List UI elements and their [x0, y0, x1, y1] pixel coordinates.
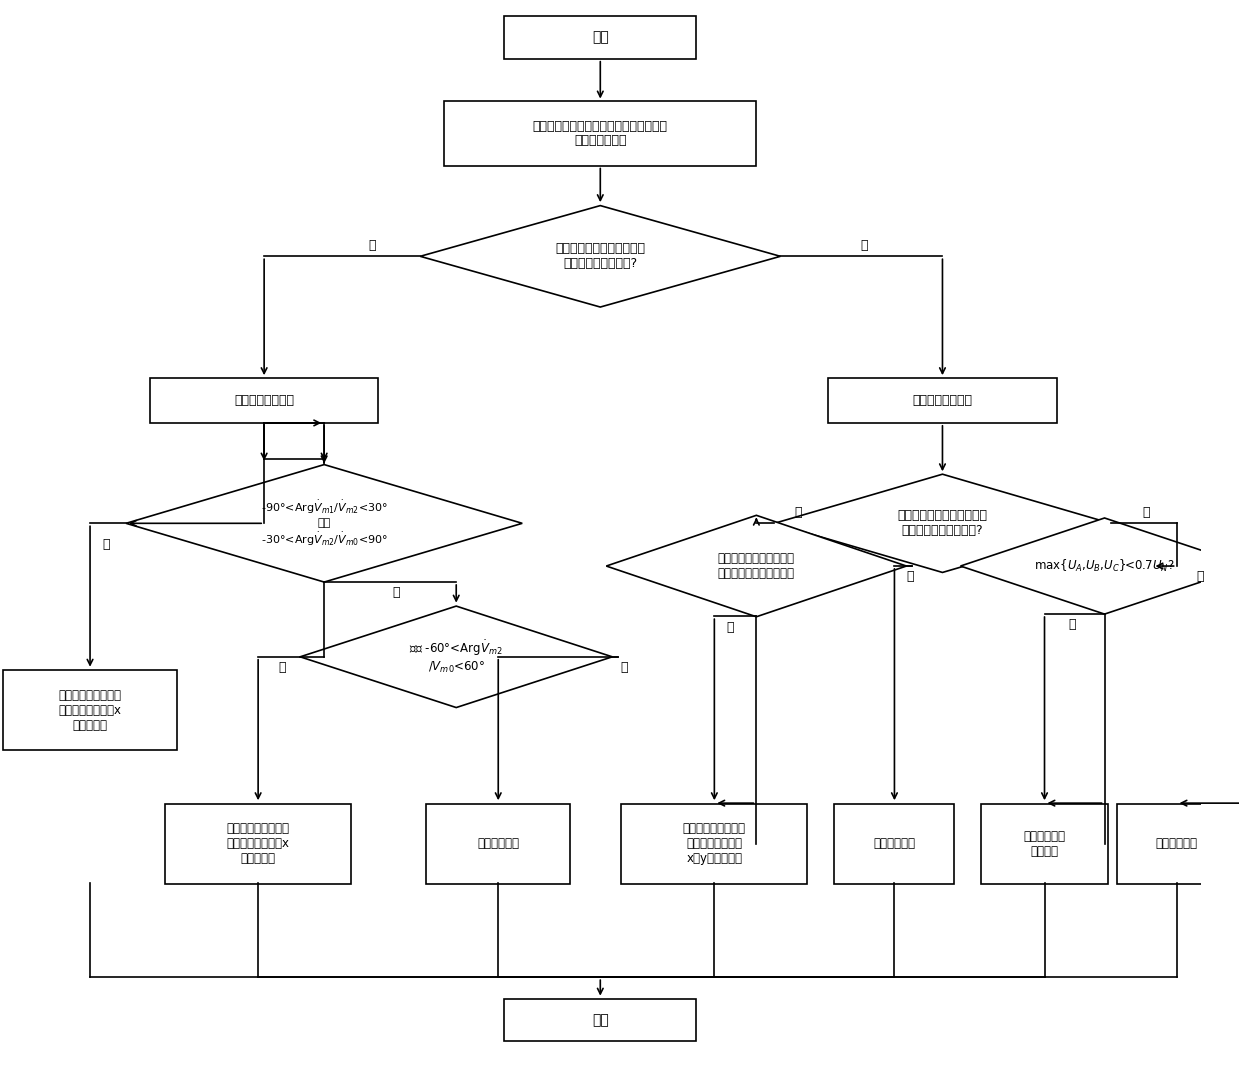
FancyBboxPatch shape — [150, 378, 378, 423]
Text: 判断 -60°<Arg$\dot{V}_{m2}$
/$V_{m0}$<60°: 判断 -60°<Arg$\dot{V}_{m2}$ /$V_{m0}$<60° — [409, 639, 503, 675]
Text: 否: 否 — [393, 586, 400, 599]
Text: max{$U_A$,$U_B$,$U_C$}<0.7$U_N$?: max{$U_A$,$U_B$,$U_C$}<0.7$U_N$? — [1035, 557, 1175, 575]
Text: 故障选相失败: 故障选相失败 — [1156, 837, 1198, 850]
Text: 否: 否 — [1197, 570, 1204, 583]
Polygon shape — [300, 607, 612, 707]
Text: 电网发生两相相间故
障，且满足判据的
x、y相为故障相: 电网发生两相相间故 障，且满足判据的 x、y相为故障相 — [683, 822, 746, 865]
FancyBboxPatch shape — [1116, 803, 1237, 884]
Text: 进入接地故障选相: 进入接地故障选相 — [234, 394, 294, 407]
FancyBboxPatch shape — [504, 16, 696, 59]
Text: 进入相间故障选相: 进入相间故障选相 — [912, 394, 973, 407]
Text: 结束: 结束 — [592, 1012, 608, 1027]
Text: -90°<Arg$\dot{V}_{m1}$/$\dot{V}_{m2}$<30°
判断
-30°<Arg$\dot{V}_{m2}$/$\dot{V}_{m0: -90°<Arg$\dot{V}_{m1}$/$\dot{V}_{m2}$<30… — [260, 499, 388, 548]
FancyBboxPatch shape — [834, 803, 954, 884]
Polygon shape — [774, 474, 1110, 572]
Text: 否: 否 — [906, 570, 914, 583]
Polygon shape — [606, 516, 907, 617]
FancyBboxPatch shape — [829, 378, 1057, 423]
Text: 电网发生两相接地故
障，且满足判据的x
相为健全相: 电网发生两相接地故 障，且满足判据的x 相为健全相 — [58, 689, 121, 732]
Text: 否: 否 — [861, 239, 869, 252]
Polygon shape — [126, 465, 523, 582]
Text: 通过零序电压判据，确定电
网是否发生接地故障?: 通过零序电压判据，确定电 网是否发生接地故障? — [555, 242, 646, 270]
Text: 故障选相失败: 故障选相失败 — [477, 837, 519, 850]
Text: 通过保护装置计算各相电压及其正序、负
序、零序电压值: 通过保护装置计算各相电压及其正序、负 序、零序电压值 — [533, 120, 668, 147]
Text: 通过电压正负序相量和比
相判断和相电压比幅判断: 通过电压正负序相量和比 相判断和相电压比幅判断 — [717, 552, 795, 580]
Text: 是: 是 — [726, 622, 733, 634]
FancyBboxPatch shape — [981, 803, 1108, 884]
Polygon shape — [420, 205, 781, 308]
Polygon shape — [960, 518, 1239, 614]
Text: 是: 是 — [102, 538, 109, 551]
Text: 开始: 开始 — [592, 30, 608, 45]
Text: 是: 是 — [279, 661, 286, 674]
Text: 电网发生三相
对称故障: 电网发生三相 对称故障 — [1023, 830, 1066, 858]
FancyBboxPatch shape — [2, 671, 177, 750]
Text: 电网发生单相接地故
障，且满足判据的x
相为故障相: 电网发生单相接地故 障，且满足判据的x 相为故障相 — [227, 822, 290, 865]
Text: 是: 是 — [794, 506, 802, 519]
FancyBboxPatch shape — [504, 999, 696, 1041]
FancyBboxPatch shape — [165, 803, 351, 884]
Text: 通过负序电压判据，确定电
网是否发生不对称故障?: 通过负序电压判据，确定电 网是否发生不对称故障? — [897, 509, 987, 537]
FancyBboxPatch shape — [445, 101, 756, 166]
FancyBboxPatch shape — [426, 803, 570, 884]
Text: 是: 是 — [368, 239, 375, 252]
Text: 否: 否 — [1142, 506, 1150, 519]
Text: 是: 是 — [1068, 618, 1075, 631]
Text: 否: 否 — [621, 661, 628, 674]
FancyBboxPatch shape — [621, 803, 808, 884]
Text: 故障选相失败: 故障选相失败 — [873, 837, 916, 850]
